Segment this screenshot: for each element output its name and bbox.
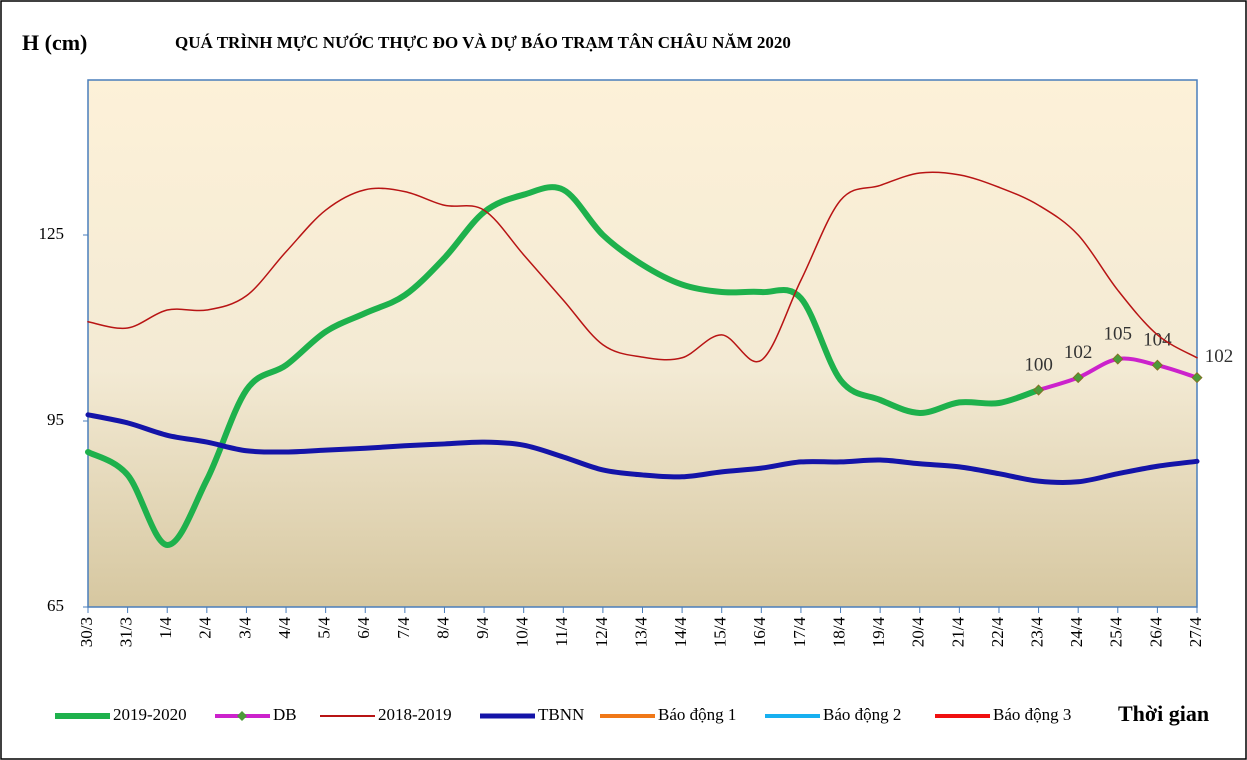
x-tick-label: 8/4 bbox=[433, 617, 452, 639]
series-line bbox=[85, 412, 1200, 485]
x-axis-title: Thời gian bbox=[1118, 701, 1209, 726]
y-tick-label: 95 bbox=[47, 410, 64, 429]
x-tick-label: 13/4 bbox=[631, 617, 650, 648]
x-tick-label: 25/4 bbox=[1107, 617, 1126, 648]
point-marker bbox=[1072, 372, 1084, 384]
x-tick-label: 14/4 bbox=[671, 617, 690, 648]
y-tick-label: 125 bbox=[39, 224, 65, 243]
x-tick-label: 3/4 bbox=[235, 617, 254, 639]
x-tick-label: 6/4 bbox=[354, 617, 373, 639]
x-tick-label: 30/3 bbox=[77, 617, 96, 647]
x-tick-label: 22/4 bbox=[988, 617, 1007, 648]
x-tick-label: 17/4 bbox=[790, 617, 809, 648]
x-tick-label: 11/4 bbox=[552, 617, 571, 647]
legend-label: Báo động 3 bbox=[993, 705, 1071, 724]
data-label: 100 bbox=[1024, 354, 1053, 375]
x-tick-label: 19/4 bbox=[869, 617, 888, 648]
y-tick-label: 65 bbox=[47, 596, 64, 615]
x-tick-label: 10/4 bbox=[513, 617, 532, 648]
legend-label: DB bbox=[273, 705, 297, 724]
x-tick-label: 9/4 bbox=[473, 617, 492, 639]
point-marker bbox=[1151, 359, 1163, 371]
data-label: 105 bbox=[1104, 323, 1133, 344]
y-axis-title: H (cm) bbox=[22, 30, 87, 55]
plot-area bbox=[87, 79, 1198, 608]
legend-label: TBNN bbox=[538, 705, 584, 724]
point-marker bbox=[1112, 353, 1124, 365]
x-tick-label: 7/4 bbox=[394, 617, 413, 639]
legend-label: 2018-2019 bbox=[378, 705, 452, 724]
series-line bbox=[85, 184, 1042, 548]
x-tick-label: 16/4 bbox=[750, 617, 769, 648]
x-tick-label: 24/4 bbox=[1067, 617, 1086, 648]
point-marker bbox=[1033, 384, 1045, 396]
x-tick-label: 21/4 bbox=[948, 617, 967, 648]
x-tick-label: 5/4 bbox=[315, 617, 334, 639]
legend-label: 2019-2020 bbox=[113, 705, 187, 724]
x-tick-label: 20/4 bbox=[909, 617, 928, 648]
x-tick-label: 26/4 bbox=[1146, 617, 1165, 648]
x-tick-label: 23/4 bbox=[1027, 617, 1046, 648]
chart-title: QUÁ TRÌNH MỰC NƯỚC THỰC ĐO VÀ DỰ BÁO TRẠ… bbox=[175, 33, 791, 52]
x-tick-label: 18/4 bbox=[829, 617, 848, 648]
data-label: 102 bbox=[1205, 346, 1234, 367]
data-label: 102 bbox=[1064, 342, 1093, 363]
data-label: 104 bbox=[1143, 330, 1172, 351]
x-tick-label: 4/4 bbox=[275, 617, 294, 639]
legend-label: Báo động 1 bbox=[658, 705, 736, 724]
point-marker bbox=[1191, 372, 1203, 384]
x-tick-label: 2/4 bbox=[196, 617, 215, 639]
x-tick-label: 1/4 bbox=[156, 617, 175, 639]
x-tick-label: 15/4 bbox=[711, 617, 730, 648]
x-tick-label: 27/4 bbox=[1186, 617, 1205, 648]
x-tick-label: 31/3 bbox=[117, 617, 136, 647]
x-tick-label: 12/4 bbox=[592, 617, 611, 648]
series-line bbox=[87, 171, 1198, 363]
legend-marker bbox=[237, 711, 247, 721]
legend-label: Báo động 2 bbox=[823, 705, 901, 724]
